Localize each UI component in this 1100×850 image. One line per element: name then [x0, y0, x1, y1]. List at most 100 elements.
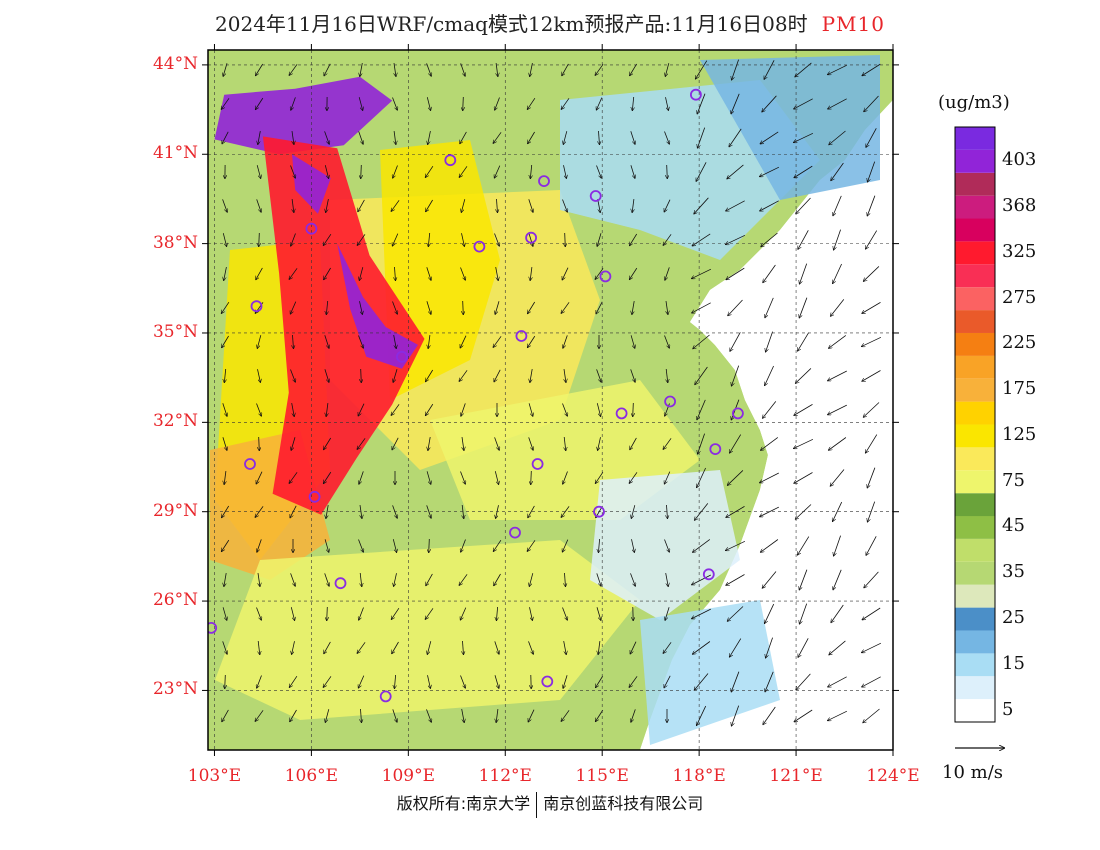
wind-arrow — [864, 95, 879, 112]
wind-arrow — [395, 266, 396, 281]
lon-tick-label: 109°E — [381, 766, 435, 786]
wind-arrow — [459, 574, 468, 585]
city-marker — [538, 175, 550, 188]
wind-arrow — [793, 438, 814, 448]
wind-arrow — [697, 93, 706, 115]
wind-arrow — [428, 232, 429, 247]
wind-arrow — [631, 539, 635, 553]
wind-arrow — [630, 131, 635, 144]
wind-arrow — [494, 641, 499, 654]
wind-arrow — [865, 536, 877, 555]
wind-arrow — [530, 164, 531, 179]
wind-arrow — [527, 301, 536, 314]
wind-arrow — [729, 434, 742, 454]
wind-arrow — [765, 671, 774, 692]
city-marker — [334, 577, 347, 590]
wind-arrow — [493, 336, 502, 347]
wind-arrow — [763, 706, 776, 725]
wind-arrow — [694, 197, 709, 214]
wind-arrow — [630, 641, 637, 655]
wind-arrow — [764, 603, 775, 624]
wind-arrow — [527, 131, 535, 144]
wind-arrow — [528, 403, 533, 416]
city-marker — [615, 407, 628, 420]
wind-arrow — [460, 335, 467, 349]
wind-arrow — [221, 505, 230, 518]
wind-arrow — [529, 573, 534, 587]
wind-arrow — [598, 437, 601, 451]
wind-arrow — [863, 266, 880, 281]
wind-arrow — [391, 437, 399, 450]
wind-arrow — [391, 200, 400, 211]
wind-arrow — [428, 131, 431, 145]
wind-arrow — [794, 709, 813, 722]
wind-arrow — [290, 165, 296, 179]
wind-arrow — [429, 538, 430, 553]
colorbar-swatch — [955, 447, 995, 471]
wind-arrow — [595, 268, 604, 279]
colorbar-swatch — [955, 470, 995, 494]
wind-arrow — [861, 642, 882, 654]
wind-arrow — [426, 301, 431, 314]
wind-arrow — [561, 710, 570, 721]
colorbar-swatch — [955, 172, 995, 196]
wind-arrow — [527, 540, 536, 551]
city-marker — [395, 350, 408, 363]
wind-arrow — [391, 641, 399, 654]
wind-arrow — [797, 332, 810, 352]
map-area — [208, 50, 893, 750]
lat-tick-label: 35°N — [152, 321, 198, 342]
pollution-zone-2 — [337, 243, 418, 369]
colorbar-swatch — [955, 424, 995, 448]
wind-arrow — [393, 335, 397, 349]
lat-tick-label: 26°N — [152, 590, 198, 611]
wind-arrow — [630, 165, 635, 178]
wind-arrow — [530, 369, 533, 383]
colorbar-swatch — [955, 287, 995, 311]
wind-arrow — [222, 403, 227, 416]
wind-arrow — [731, 705, 740, 727]
wind-arrow — [427, 675, 431, 689]
wind-arrow — [828, 437, 847, 451]
wind-arrow — [827, 676, 847, 688]
wind-arrow — [762, 401, 777, 418]
wind-arrow — [867, 467, 876, 489]
wind-arrow — [393, 369, 398, 382]
wind-arrow — [727, 164, 744, 179]
wind-arrow — [725, 200, 745, 212]
wind-arrow — [257, 675, 262, 689]
city-marker — [208, 622, 218, 634]
wind-arrow — [865, 434, 878, 454]
wind-arrow — [223, 63, 228, 76]
wind-arrow — [528, 709, 535, 723]
wind-arrow — [495, 301, 500, 314]
wind-arrow — [759, 200, 779, 212]
clean-patch-bohai — [700, 55, 880, 200]
wind-arrow — [224, 471, 226, 485]
wind-arrow — [563, 335, 568, 348]
city-marker — [690, 88, 702, 101]
colorbar-swatch — [955, 516, 995, 539]
wind-arrow — [865, 128, 877, 147]
wind-arrow — [599, 130, 600, 145]
wind-arrow — [357, 642, 366, 653]
wind-arrow — [664, 539, 670, 553]
wind-arrow — [862, 370, 881, 382]
colorbar-swatch — [955, 676, 995, 700]
wind-arrow — [257, 539, 262, 552]
wind-arrow — [258, 573, 260, 587]
wind-arrow — [794, 472, 813, 484]
wind-arrow — [596, 607, 601, 620]
wind-arrow — [463, 96, 464, 111]
wind-arrow — [357, 438, 366, 449]
legend-label: 35 — [1002, 561, 1025, 583]
wind-arrow — [426, 267, 431, 280]
wind-arrow — [425, 403, 434, 416]
legend-label: 368 — [1002, 195, 1037, 217]
wind-arrow — [221, 709, 229, 722]
wind-arrow — [291, 97, 296, 110]
wind-arrow — [255, 710, 264, 721]
wind-arrow — [691, 302, 711, 314]
wind-arrow — [358, 403, 365, 417]
wind-arrow — [597, 199, 601, 213]
